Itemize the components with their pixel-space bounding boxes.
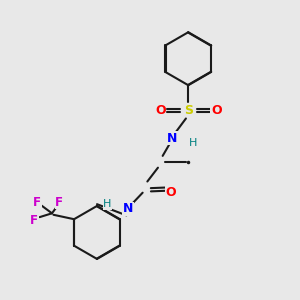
Text: F: F — [55, 196, 63, 208]
Text: H: H — [188, 138, 197, 148]
Text: F: F — [30, 214, 38, 227]
Text: N: N — [123, 202, 133, 215]
Text: F: F — [33, 196, 41, 208]
Text: H: H — [103, 200, 112, 209]
Text: N: N — [167, 132, 177, 145]
Text: O: O — [165, 186, 176, 199]
Text: O: O — [155, 104, 166, 117]
Text: S: S — [184, 104, 193, 117]
Text: O: O — [211, 104, 222, 117]
